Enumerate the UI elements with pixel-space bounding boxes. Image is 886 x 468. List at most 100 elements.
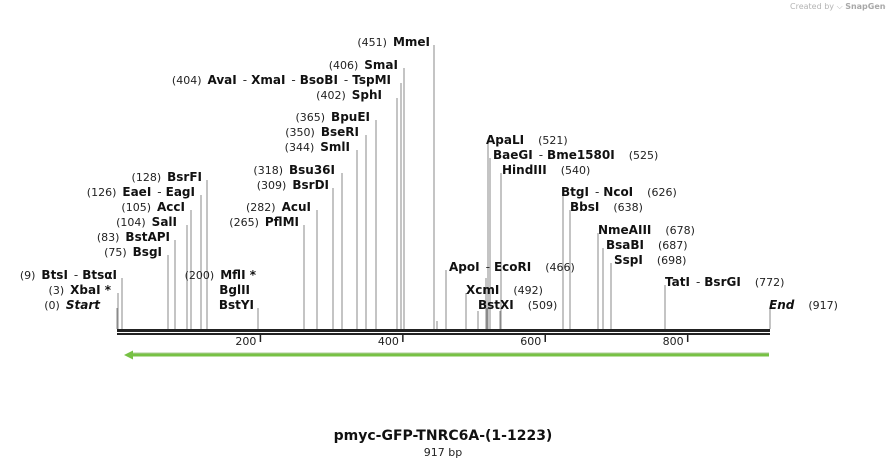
label-part: (406) bbox=[329, 59, 359, 72]
label-part: Start bbox=[66, 298, 101, 312]
label-part: BglII bbox=[219, 283, 250, 297]
label-part: (83) bbox=[97, 231, 120, 244]
label-part: (772) bbox=[755, 276, 785, 289]
label-part: BbsI bbox=[570, 200, 599, 214]
label-part: (521) bbox=[538, 134, 568, 147]
plasmid-length: 917 bp bbox=[423, 446, 463, 459]
label-part: MmeI bbox=[393, 35, 430, 49]
enzyme-label-bsrdi: (309) BsrDI bbox=[257, 178, 329, 192]
label-part: BtgI bbox=[561, 185, 589, 199]
label-part: (309) bbox=[257, 179, 287, 192]
label-part: BaeGI bbox=[493, 148, 533, 162]
label-part: (318) bbox=[253, 164, 283, 177]
label-part: BpuEI bbox=[331, 110, 370, 124]
label-part: (917) bbox=[808, 299, 838, 312]
label-part: EagI bbox=[166, 185, 195, 199]
enzyme-label-nmeaiii: NmeAIII (678) bbox=[598, 223, 695, 237]
label-part: BstAPI bbox=[125, 230, 170, 244]
plasmid-title: pmyc-GFP-TNRC6A-(1-1223) bbox=[333, 428, 553, 444]
label-part: (9) bbox=[20, 269, 36, 282]
label-part: (104) bbox=[116, 216, 146, 229]
label-part: PflMI bbox=[265, 215, 299, 229]
label-part: AvaI bbox=[208, 73, 237, 87]
label-part: BstYI bbox=[219, 298, 254, 312]
label-part: XcmI bbox=[466, 283, 499, 297]
enzyme-label-sali: (104) SalI bbox=[116, 215, 177, 229]
label-part: (509) bbox=[528, 299, 558, 312]
label-part: (128) bbox=[132, 171, 162, 184]
enzyme-label-bstxi: BstXI (509) bbox=[478, 298, 557, 312]
label-part: BseRI bbox=[321, 125, 359, 139]
ruler-tick-label-400: 400 bbox=[378, 335, 399, 348]
label-part: (698) bbox=[657, 254, 687, 267]
label-part: - bbox=[595, 185, 599, 199]
snapgene-logo-icon: ⌵ bbox=[836, 2, 843, 11]
enzyme-label-avai: (404) AvaI - XmaI - BsoBI - TspMI bbox=[172, 73, 391, 87]
label-part: XbaI * bbox=[70, 283, 112, 297]
label-part: Bsu36I bbox=[289, 163, 335, 177]
label-part: (282) bbox=[246, 201, 276, 214]
credit-brand: SnapGene bbox=[845, 2, 886, 11]
enzyme-label-baegi: BaeGI - Bme1580I (525) bbox=[493, 148, 658, 162]
label-part: (638) bbox=[613, 201, 643, 214]
label-part: (466) bbox=[545, 261, 575, 274]
label-part: (492) bbox=[513, 284, 543, 297]
ruler-tick-label-800: 800 bbox=[663, 335, 684, 348]
enzyme-label-apoi: ApoI - EcoRI (466) bbox=[449, 260, 575, 274]
label-part: (687) bbox=[658, 239, 688, 252]
feature-arrow-head bbox=[124, 350, 133, 360]
enzyme-label-start: (0) Start bbox=[44, 298, 101, 312]
label-part: BsrDI bbox=[292, 178, 329, 192]
label-part: BsaBI bbox=[606, 238, 644, 252]
ruler-tick-label-200: 200 bbox=[235, 335, 256, 348]
enzyme-label-bsrfi: (128) BsrFI bbox=[132, 170, 202, 184]
enzyme-label-smai: (406) SmaI bbox=[329, 58, 398, 72]
label-part: (75) bbox=[104, 246, 127, 259]
enzyme-label-apali: ApaLI (521) bbox=[486, 133, 568, 147]
enzyme-label-hindiii: HindIII (540) bbox=[502, 163, 590, 177]
label-part: End bbox=[769, 298, 795, 312]
enzyme-label-bsabi: BsaBI (687) bbox=[606, 238, 688, 252]
label-part: BtsαI bbox=[82, 268, 117, 282]
restriction-map: 200 400 600 800(451) MmeI(406) SmaI(404) AvaI -… bbox=[20, 35, 838, 360]
enzyme-label-sspi: SspI (698) bbox=[614, 253, 686, 267]
label-part: BstXI bbox=[478, 298, 514, 312]
label-part: BsrGI bbox=[704, 275, 741, 289]
label-part: NcoI bbox=[603, 185, 633, 199]
enzyme-label-btgi: BtgI - NcoI (626) bbox=[561, 185, 677, 199]
enzyme-label-pflmi: (265) PflMI bbox=[229, 215, 299, 229]
label-part: (402) bbox=[316, 89, 346, 102]
label-part: - bbox=[486, 260, 490, 274]
label-part: AcuI bbox=[282, 200, 311, 214]
label-part: - bbox=[539, 148, 543, 162]
label-part: (265) bbox=[229, 216, 259, 229]
enzyme-label-acci: (105) AccI bbox=[121, 200, 185, 214]
label-part: XmaI bbox=[251, 73, 285, 87]
enzyme-label-btsi: (9) BtsI - BtsαI bbox=[20, 268, 117, 282]
label-part: (105) bbox=[121, 201, 151, 214]
backbone-top-strand bbox=[117, 329, 770, 332]
label-part: BsgI bbox=[133, 245, 162, 259]
enzyme-label-tati: TatI - BsrGI (772) bbox=[665, 275, 784, 289]
enzyme-label-xbai: (3) XbaI * bbox=[49, 283, 112, 297]
label-part: NmeAIII bbox=[598, 223, 651, 237]
label-part: ApaLI bbox=[486, 133, 524, 147]
label-part: TatI bbox=[665, 275, 690, 289]
ruler-tick-label-600: 600 bbox=[520, 335, 541, 348]
label-part: SalI bbox=[152, 215, 177, 229]
label-part: - bbox=[291, 73, 295, 87]
label-part: SmlI bbox=[320, 140, 350, 154]
snapgene-credit: Created by ⌵ SnapGene bbox=[790, 2, 886, 12]
enzyme-label-xcmi: XcmI (492) bbox=[466, 283, 543, 297]
credit-prefix: Created by bbox=[790, 2, 835, 11]
enzyme-label-eaei: (126) EaeI - EagI bbox=[87, 185, 195, 199]
label-part: - bbox=[696, 275, 700, 289]
label-part: AccI bbox=[157, 200, 185, 214]
enzyme-label-bstapi: (83) BstAPI bbox=[97, 230, 170, 244]
label-part: (626) bbox=[647, 186, 677, 199]
enzyme-label-bstyi: BstYI bbox=[219, 298, 254, 312]
enzyme-label-smli: (344) SmlI bbox=[285, 140, 350, 154]
enzyme-label-bglii: BglII bbox=[219, 283, 250, 297]
enzyme-label-bseri: (350) BseRI bbox=[285, 125, 359, 139]
label-part: SmaI bbox=[364, 58, 398, 72]
